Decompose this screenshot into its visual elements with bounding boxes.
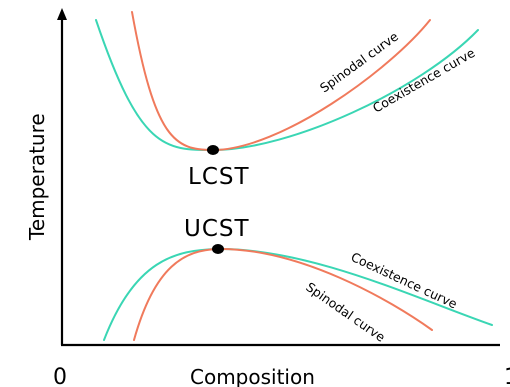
x-axis-title: Composition [190, 365, 315, 387]
lcst-point [207, 145, 219, 155]
y-axis-title: Temperature [25, 113, 49, 241]
lcst-label: LCST [188, 164, 250, 190]
lower-spinodal-label: Spinodal curve [303, 279, 388, 345]
upper-coexistence-label: Coexistence curve [370, 45, 478, 116]
ucst-point [212, 244, 224, 254]
ucst-label: UCST [184, 216, 250, 242]
lower-coexistence-label: Coexistence curve [349, 249, 460, 311]
upper-spinodal-curve [131, 11, 431, 152]
x-tick-1: 1 [504, 365, 510, 387]
x-tick-0: 0 [53, 365, 67, 387]
lower-spinodal-curve [133, 247, 433, 341]
y-axis-arrow [57, 8, 67, 20]
